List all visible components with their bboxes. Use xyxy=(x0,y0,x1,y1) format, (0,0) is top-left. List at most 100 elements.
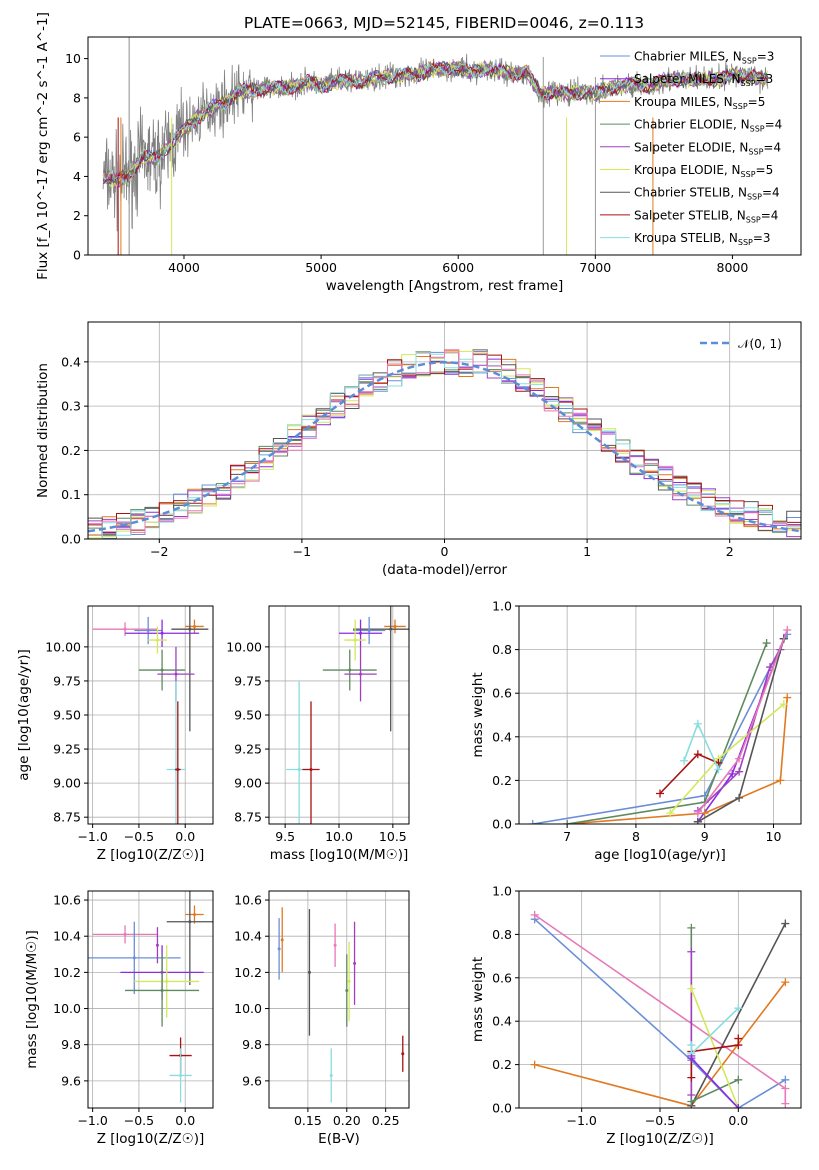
data-point xyxy=(123,627,127,631)
data-point xyxy=(155,638,159,642)
x-tick-label: −1.0 xyxy=(77,1113,107,1128)
x-tick-label: 5000 xyxy=(305,260,337,275)
series-marker xyxy=(687,1041,696,1050)
legend-entry: Chabrier ELODIE, NSSP=4 xyxy=(634,118,782,134)
y-tick-label: 8 xyxy=(73,90,81,105)
series-marker xyxy=(728,769,737,778)
y-tick-label: 2 xyxy=(73,208,81,223)
y-axis-label: age [log10(age/yr)] xyxy=(16,649,32,781)
x-axis-label: E(B-V) xyxy=(318,1131,360,1147)
y-axis-label: Normed distribution xyxy=(35,363,51,498)
legend-entry: Chabrier STELIB, NSSP=4 xyxy=(634,186,780,202)
panel-age_vs_mass: 9.5 10.0 10.5 8.75 9.00 9.25 9.50 9.75 10.00 mass… xyxy=(226,605,410,863)
data-point xyxy=(188,627,192,631)
x-tick-label: −1 xyxy=(293,544,311,559)
series-marker xyxy=(735,754,744,763)
y-tick-label: 0.0 xyxy=(492,1101,512,1116)
x-tick-label: 8000 xyxy=(717,260,749,275)
data-point xyxy=(280,938,284,942)
legend-entry: Kroupa MILES, NSSP=5 xyxy=(634,95,765,111)
histogram-step-kroupa_stelib xyxy=(101,351,801,539)
series-marker xyxy=(530,910,539,919)
x-tick-label: 4000 xyxy=(168,260,200,275)
y-tick-label: 10.0 xyxy=(234,1001,262,1016)
legend-entry: Salpeter STELIB, NSSP=4 xyxy=(634,208,778,224)
series-marker xyxy=(779,700,788,709)
series-marker xyxy=(781,1084,790,1093)
y-tick-label: 10.6 xyxy=(53,893,81,908)
panel-age_vs_Z: −1.0 −0.5 0.0 8.75 9.00 9.25 9.50 9.75 10.00 Z [l… xyxy=(16,605,214,863)
y-tick-label: 9.00 xyxy=(53,776,81,791)
plot-area xyxy=(88,349,801,539)
series-line-kroupa_elodie xyxy=(669,703,785,814)
series-marker xyxy=(734,1034,743,1043)
y-tick-label: 0.4 xyxy=(492,729,512,744)
y-tick-label: 9.50 xyxy=(53,708,81,723)
x-tick-label: 8 xyxy=(632,829,640,844)
y-tick-label: 0.2 xyxy=(492,773,512,788)
histogram-step-pink xyxy=(88,349,801,533)
y-tick-label: 10.2 xyxy=(234,965,262,980)
series-marker xyxy=(734,1004,743,1013)
y-tick-label: 0.4 xyxy=(492,1014,512,1029)
x-tick-label: −1.0 xyxy=(77,829,107,844)
series-line-salpeter_miles xyxy=(690,1057,739,1108)
data-point xyxy=(353,638,357,642)
y-tick-label: 9.25 xyxy=(53,742,81,757)
x-axis-label: Z [log10(Z/Z☉)] xyxy=(97,847,205,863)
plot-area xyxy=(102,37,769,255)
x-tick-label: 2 xyxy=(726,544,734,559)
x-tick-label: −0.5 xyxy=(124,1113,154,1128)
x-tick-label: 0 xyxy=(441,544,449,559)
plot-area xyxy=(286,606,409,824)
data-point xyxy=(179,1073,183,1077)
data-point xyxy=(389,627,393,631)
series-marker xyxy=(714,765,723,774)
y-tick-label: 0.8 xyxy=(492,642,512,657)
plot-area xyxy=(530,910,790,1108)
axes-frame xyxy=(518,890,802,1109)
data-point xyxy=(333,943,337,947)
series-marker xyxy=(563,820,572,824)
y-tick-label: 4 xyxy=(73,169,81,184)
y-tick-label: 9.8 xyxy=(61,1037,81,1052)
y-tick-label: 10.0 xyxy=(53,1001,81,1016)
series-marker xyxy=(680,756,689,765)
x-axis-label: Z [log10(Z/Z☉)] xyxy=(97,1131,205,1147)
y-tick-label: 0.1 xyxy=(61,487,81,502)
y-tick-label: 10.4 xyxy=(53,929,81,944)
x-tick-label: 6000 xyxy=(442,260,474,275)
y-tick-label: 10.4 xyxy=(234,929,262,944)
chart-title: PLATE=0663, MJD=52145, FIBERID=0046, z=0… xyxy=(244,14,644,32)
data-point xyxy=(347,979,351,983)
data-point xyxy=(160,668,164,672)
data-point xyxy=(309,768,313,771)
data-point xyxy=(176,768,180,771)
y-tick-label: 0.6 xyxy=(492,686,512,701)
data-point xyxy=(345,988,349,992)
model-fit-kroupa_stelib xyxy=(102,60,769,186)
series-marker xyxy=(693,750,702,759)
y-tick-label: 9.50 xyxy=(234,708,262,723)
data-point xyxy=(401,1052,405,1056)
y-axis-label: mass weight xyxy=(470,672,486,757)
y-tick-label: 8.75 xyxy=(53,810,81,825)
panel-mass_weight_vs_Z: −1.0 −0.5 0.0 0.0 0.2 0.4 0.6 0.8 1.0 Z [log10(Z/… xyxy=(470,884,802,1147)
series-marker xyxy=(687,1090,696,1099)
data-point xyxy=(146,629,150,633)
x-tick-label: −2 xyxy=(150,544,168,559)
y-tick-label: 10 xyxy=(65,51,81,66)
data-point xyxy=(277,947,281,951)
normal-reference-curve xyxy=(88,361,801,533)
x-tick-label: 0.20 xyxy=(333,1113,361,1128)
plot-area xyxy=(88,891,213,1103)
data-point xyxy=(329,1073,333,1077)
y-tick-label: 10.2 xyxy=(53,965,81,980)
series-marker xyxy=(687,984,696,993)
x-axis-label: Z [log10(Z/Z☉)] xyxy=(606,1131,714,1147)
axes-frame xyxy=(268,605,410,825)
x-tick-label: 7000 xyxy=(579,260,611,275)
y-tick-label: 0.0 xyxy=(61,532,81,547)
axes-frame xyxy=(268,890,410,1109)
